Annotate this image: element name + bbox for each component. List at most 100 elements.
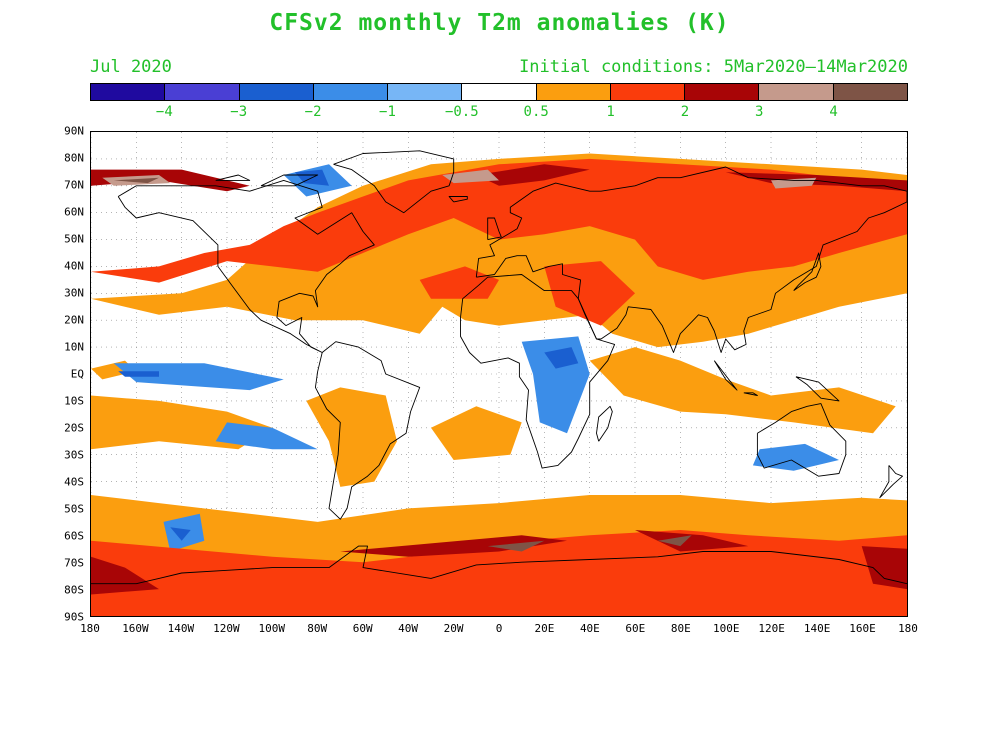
legend-swatch-3 [313, 84, 389, 100]
map-area [90, 131, 908, 617]
anomaly-region [91, 158, 907, 283]
coastline [314, 341, 421, 520]
anomaly-region [118, 371, 159, 377]
valid-month-label: Jul 2020 [90, 57, 172, 77]
anomaly-region [657, 535, 692, 547]
longitude-tick-label: 40W [398, 622, 419, 635]
map-title: CFSv2 monthly T2m anomalies (K) [269, 10, 730, 36]
longitude-tick-label: 140E [803, 622, 831, 635]
longitude-tick-label: 100E [712, 622, 740, 635]
anomaly-region [589, 347, 896, 434]
longitude-tick-label: 100W [258, 622, 286, 635]
latitude-tick-label: 30S [64, 448, 84, 462]
latitude-tick-label: 20S [64, 421, 84, 435]
longitude-tick-label: 120W [213, 622, 240, 635]
legend-swatch-2 [239, 84, 314, 100]
legend-tick-label: −0.5 [444, 104, 479, 120]
latitude-tick-label: 60N [64, 205, 84, 219]
legend-swatch-1 [165, 84, 240, 100]
legend-swatch-10 [833, 84, 907, 100]
latitude-tick-label: 90S [64, 610, 84, 624]
coastline [756, 403, 847, 477]
anomaly-region [544, 261, 635, 326]
anomaly-region [306, 387, 397, 487]
longitude-tick-label: 60W [352, 622, 373, 635]
anomaly-region [91, 556, 159, 595]
legend-swatch-5 [462, 84, 537, 100]
anomaly-region [752, 443, 839, 471]
longitude-tick-label: 180 [80, 622, 100, 635]
coastline [795, 376, 840, 402]
legend-tick-label: 1 [606, 104, 615, 120]
latitude-tick-label: 20N [64, 313, 84, 327]
latitude-tick-label: 80N [64, 151, 84, 165]
legend-swatch-7 [610, 84, 686, 100]
coastline [596, 405, 613, 442]
longitude-tick-label: 0 [495, 622, 503, 635]
longitude-tick-label: 20E [534, 622, 555, 635]
legend-tick-label: −1 [379, 104, 396, 120]
latitude-tick-label: 50N [64, 232, 84, 246]
coastline [879, 465, 903, 499]
latitude-tick-label: 10S [64, 394, 84, 408]
coastlines [91, 150, 907, 585]
legend-tick-label: 2 [680, 104, 690, 120]
anomaly-region [113, 363, 284, 391]
legend-tick-label: 0.5 [523, 104, 549, 120]
legend-tick-label: 4 [829, 104, 838, 120]
legend-tick-label: −3 [230, 104, 248, 120]
anomaly-region [544, 347, 579, 369]
longitude-tick-label: 160E [849, 622, 876, 635]
anomaly-region [340, 535, 567, 557]
latitude-tick-label: EQ [70, 367, 84, 381]
coastline [743, 392, 758, 396]
legend-swatch-0 [91, 84, 166, 100]
coastline [117, 179, 375, 353]
coastline [260, 174, 319, 187]
legend-swatch-8 [685, 84, 760, 100]
initial-conditions-label: Initial conditions: 5Mar2020–14Mar2020 [519, 57, 908, 77]
coastline [793, 252, 822, 291]
anomaly-regions [91, 153, 907, 616]
anomaly-region [725, 172, 907, 192]
coastline [333, 150, 455, 214]
longitude-tick-label: 60E [625, 622, 646, 635]
anomaly-region [861, 546, 907, 590]
legend-tick-label: −2 [304, 104, 322, 120]
latitude-tick-label: 90N [64, 124, 84, 138]
legend-swatch-9 [759, 84, 834, 100]
anomaly-region [476, 164, 590, 186]
coastline [460, 274, 616, 469]
latitude-tick-label: 50S [64, 502, 84, 516]
longitude-tick-label: 40E [579, 622, 600, 635]
anomaly-region [431, 406, 522, 460]
latitude-tick-label: 30N [64, 286, 84, 300]
coastline [448, 196, 468, 203]
anomaly-region [215, 422, 318, 450]
latitude-tick-label: 60S [64, 529, 84, 543]
longitude-tick-label: 180 [898, 622, 918, 635]
coastline [713, 360, 738, 391]
latitude-tick-label: 70N [64, 178, 84, 192]
color-legend [90, 83, 908, 101]
legend-swatch-6 [536, 84, 611, 100]
longitude-tick-label: 20W [443, 622, 464, 635]
legend-tick-label: −4 [155, 104, 173, 120]
legend-swatch-4 [388, 84, 463, 100]
anomaly-region [419, 266, 499, 299]
anomaly-region [487, 540, 545, 552]
anomaly-region [113, 177, 159, 184]
longitude-tick-label: 80E [670, 622, 691, 635]
coastline [91, 545, 907, 585]
longitude-tick-label: 80W [307, 622, 328, 635]
anomaly-region [635, 530, 749, 552]
coastline [215, 174, 251, 181]
longitude-tick-label: 140W [167, 622, 195, 635]
coastline [475, 166, 907, 353]
anomaly-region [170, 527, 191, 541]
latitude-tick-label: 40S [64, 475, 84, 489]
longitude-tick-label: 160W [122, 622, 149, 635]
latitude-tick-label: 80S [64, 583, 84, 597]
anomaly-map [91, 132, 907, 616]
latitude-tick-label: 10N [64, 340, 84, 354]
